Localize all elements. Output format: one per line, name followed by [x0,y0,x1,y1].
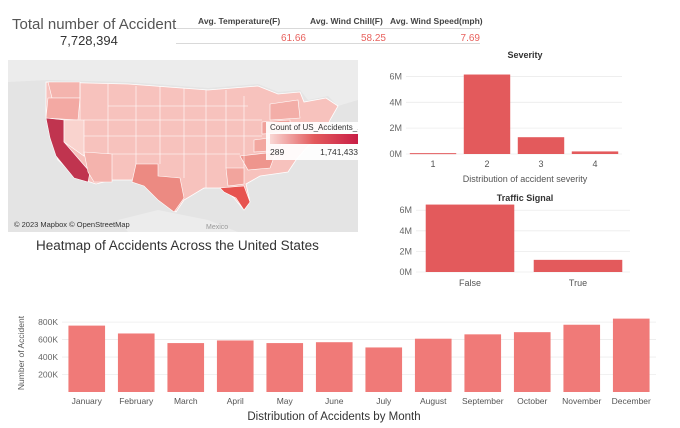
y-tick-label: 600K [38,335,58,345]
state-texas [131,163,185,213]
bar-february[interactable] [117,333,155,392]
chart-title: Severity [507,50,542,60]
legend-color-scale [270,134,358,144]
x-tick-label: October [517,396,547,406]
bar-april[interactable] [216,340,254,392]
stats-value-temperature: 61.66 [280,33,306,44]
bar-january[interactable] [68,325,106,392]
y-ticks: 200K 400K 600K 800K [38,317,656,380]
bar-may[interactable] [266,343,304,392]
bar-1[interactable] [409,153,457,155]
bar-2[interactable] [463,74,511,154]
map-label-mexico: Mexico [206,224,229,231]
y-tick-label: 4M [399,226,412,236]
y-tick-label: 6M [389,71,402,81]
state-nevada [63,119,85,157]
bar-3[interactable] [517,137,565,154]
bar-june[interactable] [315,342,353,392]
y-tick-label: 400K [38,352,58,362]
x-tick-label: 3 [538,159,543,169]
x-tick-label: 4 [592,159,597,169]
map-legend: Count of US_Accidents_... 289 1,741,433 [266,122,358,160]
state-florida [219,185,251,211]
kpi-title: Total number of Accident [12,16,177,33]
bar-false[interactable] [425,204,515,272]
x-tick-label: September [462,396,504,406]
stats-bottom-divider [176,43,480,44]
x-tick-label: June [325,396,344,406]
x-tick-label: August [420,396,447,406]
x-tick-label: False [459,278,481,288]
bar-march[interactable] [167,343,205,392]
y-tick-label: 2M [389,123,402,133]
canada-region [8,60,358,106]
bar-true[interactable] [533,259,623,272]
month-chart: Number of Accident 200K 400K 600K 800K Janu… [16,315,656,423]
legend-title: Count of US_Accidents_... [270,123,358,132]
state-washington [47,81,81,99]
kpi-value: 7,728,394 [60,33,118,48]
x-axis-label: Distribution of Accidents by Month [247,411,420,423]
map-attribution[interactable]: © 2023 Mapbox © OpenStreetMap [14,220,130,229]
y-tick-label: 2M [399,246,412,256]
bars [425,204,623,272]
y-tick-label: 0M [399,267,412,277]
x-tick-label: December [612,396,651,406]
x-tick-label: 2 [484,159,489,169]
state-borders [79,82,262,188]
legend-max: 1,741,433 [320,147,358,157]
x-ticks: False True [459,278,587,288]
x-tick-label: 1 [430,159,435,169]
stats-divider [176,28,480,29]
state-new-york [269,99,301,121]
bar-november[interactable] [563,324,601,392]
stats-header-wind-chill: Avg. Wind Chill(F) [310,16,383,26]
chart-title: Traffic Signal [497,193,554,203]
bar-october[interactable] [513,332,551,392]
x-tick-label: May [277,396,294,406]
y-tick-label: 6M [399,205,412,215]
map-caption: Heatmap of Accidents Across the United S… [36,238,319,253]
stats-header-temperature: Avg. Temperature(F) [198,16,281,26]
severity-chart: Severity 0M 2M 4M 6M 1 2 3 4 Distribution of a… [389,50,622,184]
x-tick-label: True [569,278,587,288]
x-tick-label: November [562,396,601,406]
state-arizona [83,151,113,183]
state-oregon [45,97,81,121]
x-tick-label: March [174,396,198,406]
bar-september[interactable] [464,334,502,392]
us-heatmap[interactable]: Count of US_Accidents_... 289 1,741,433 … [8,60,358,232]
stats-value-wind-speed: 7.69 [460,33,480,44]
x-axis-label: Distribution of accident severity [463,174,588,184]
bars [409,74,619,155]
y-tick-label: 800K [38,317,58,327]
x-ticks: 1 2 3 4 [430,159,597,169]
x-tick-label: February [119,396,154,406]
y-tick-label: 200K [38,370,58,380]
bar-4[interactable] [571,151,619,154]
x-tick-label: January [72,396,103,406]
y-tick-label: 0M [389,149,402,159]
traffic-signal-chart: Traffic Signal 0M 2M 4M 6M False True [399,193,630,288]
bar-july[interactable] [365,347,403,392]
x-tick-label: July [376,396,392,406]
bar-august[interactable] [414,338,452,392]
x-ticks: January February March April May June July Augu… [72,396,651,406]
stats-header-wind-speed: Avg. Wind Speed(mph) [390,16,483,26]
bar-december[interactable] [612,318,650,392]
mexico-region [118,210,238,232]
state-georgia [225,167,245,187]
bars [68,318,650,392]
stats-value-wind-chill: 58.25 [360,33,386,44]
y-tick-label: 4M [389,97,402,107]
y-axis-label: Number of Accident [16,315,26,390]
legend-min: 289 [270,147,285,157]
x-tick-label: April [227,396,244,406]
